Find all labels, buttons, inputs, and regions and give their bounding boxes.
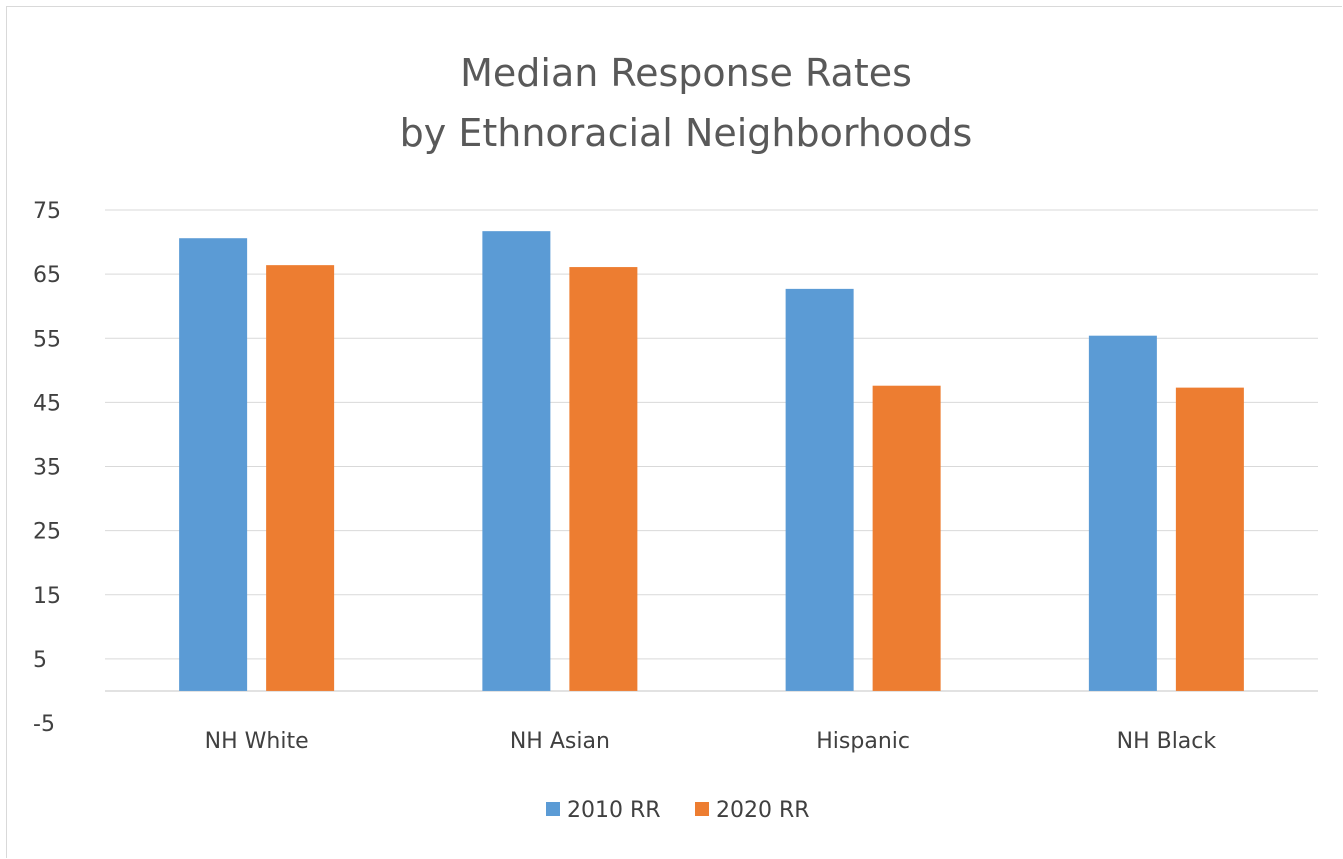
y-tick-label: 25 xyxy=(33,520,61,545)
bar xyxy=(872,385,941,691)
bar xyxy=(179,238,248,691)
x-tick-label: NH Asian xyxy=(510,729,610,754)
bar xyxy=(482,231,551,691)
legend-swatch xyxy=(546,802,560,816)
bar xyxy=(266,265,335,691)
x-tick-label: NH Black xyxy=(1117,729,1217,754)
x-tick-label: Hispanic xyxy=(816,729,910,754)
legend-label: 2020 RR xyxy=(716,798,810,823)
chart-title-line-2: by Ethnoracial Neighborhoods xyxy=(400,111,973,155)
bar xyxy=(785,288,854,691)
x-axis-ticks: NH White NH Asian Hispanic NH Black xyxy=(205,729,1217,754)
y-tick-label: 75 xyxy=(33,199,61,224)
legend-label: 2010 RR xyxy=(567,798,661,823)
legend-swatch xyxy=(695,802,709,816)
y-tick-label: -5 xyxy=(33,712,55,737)
bar xyxy=(569,267,638,691)
y-tick-label: 45 xyxy=(33,391,61,416)
y-tick-label: 65 xyxy=(33,263,61,288)
y-tick-label: 35 xyxy=(33,456,61,481)
bar xyxy=(1175,387,1244,691)
legend: 2010 RR 2020 RR xyxy=(546,798,810,823)
y-axis-ticks: -5 5 15 25 35 45 55 65 75 xyxy=(33,199,61,737)
y-tick-label: 15 xyxy=(33,584,61,609)
y-tick-label: 5 xyxy=(33,648,47,673)
bars xyxy=(179,231,1244,691)
y-tick-label: 55 xyxy=(33,327,61,352)
x-tick-label: NH White xyxy=(205,729,309,754)
chart-title-line-1: Median Response Rates xyxy=(460,51,912,95)
bar xyxy=(1088,335,1157,691)
